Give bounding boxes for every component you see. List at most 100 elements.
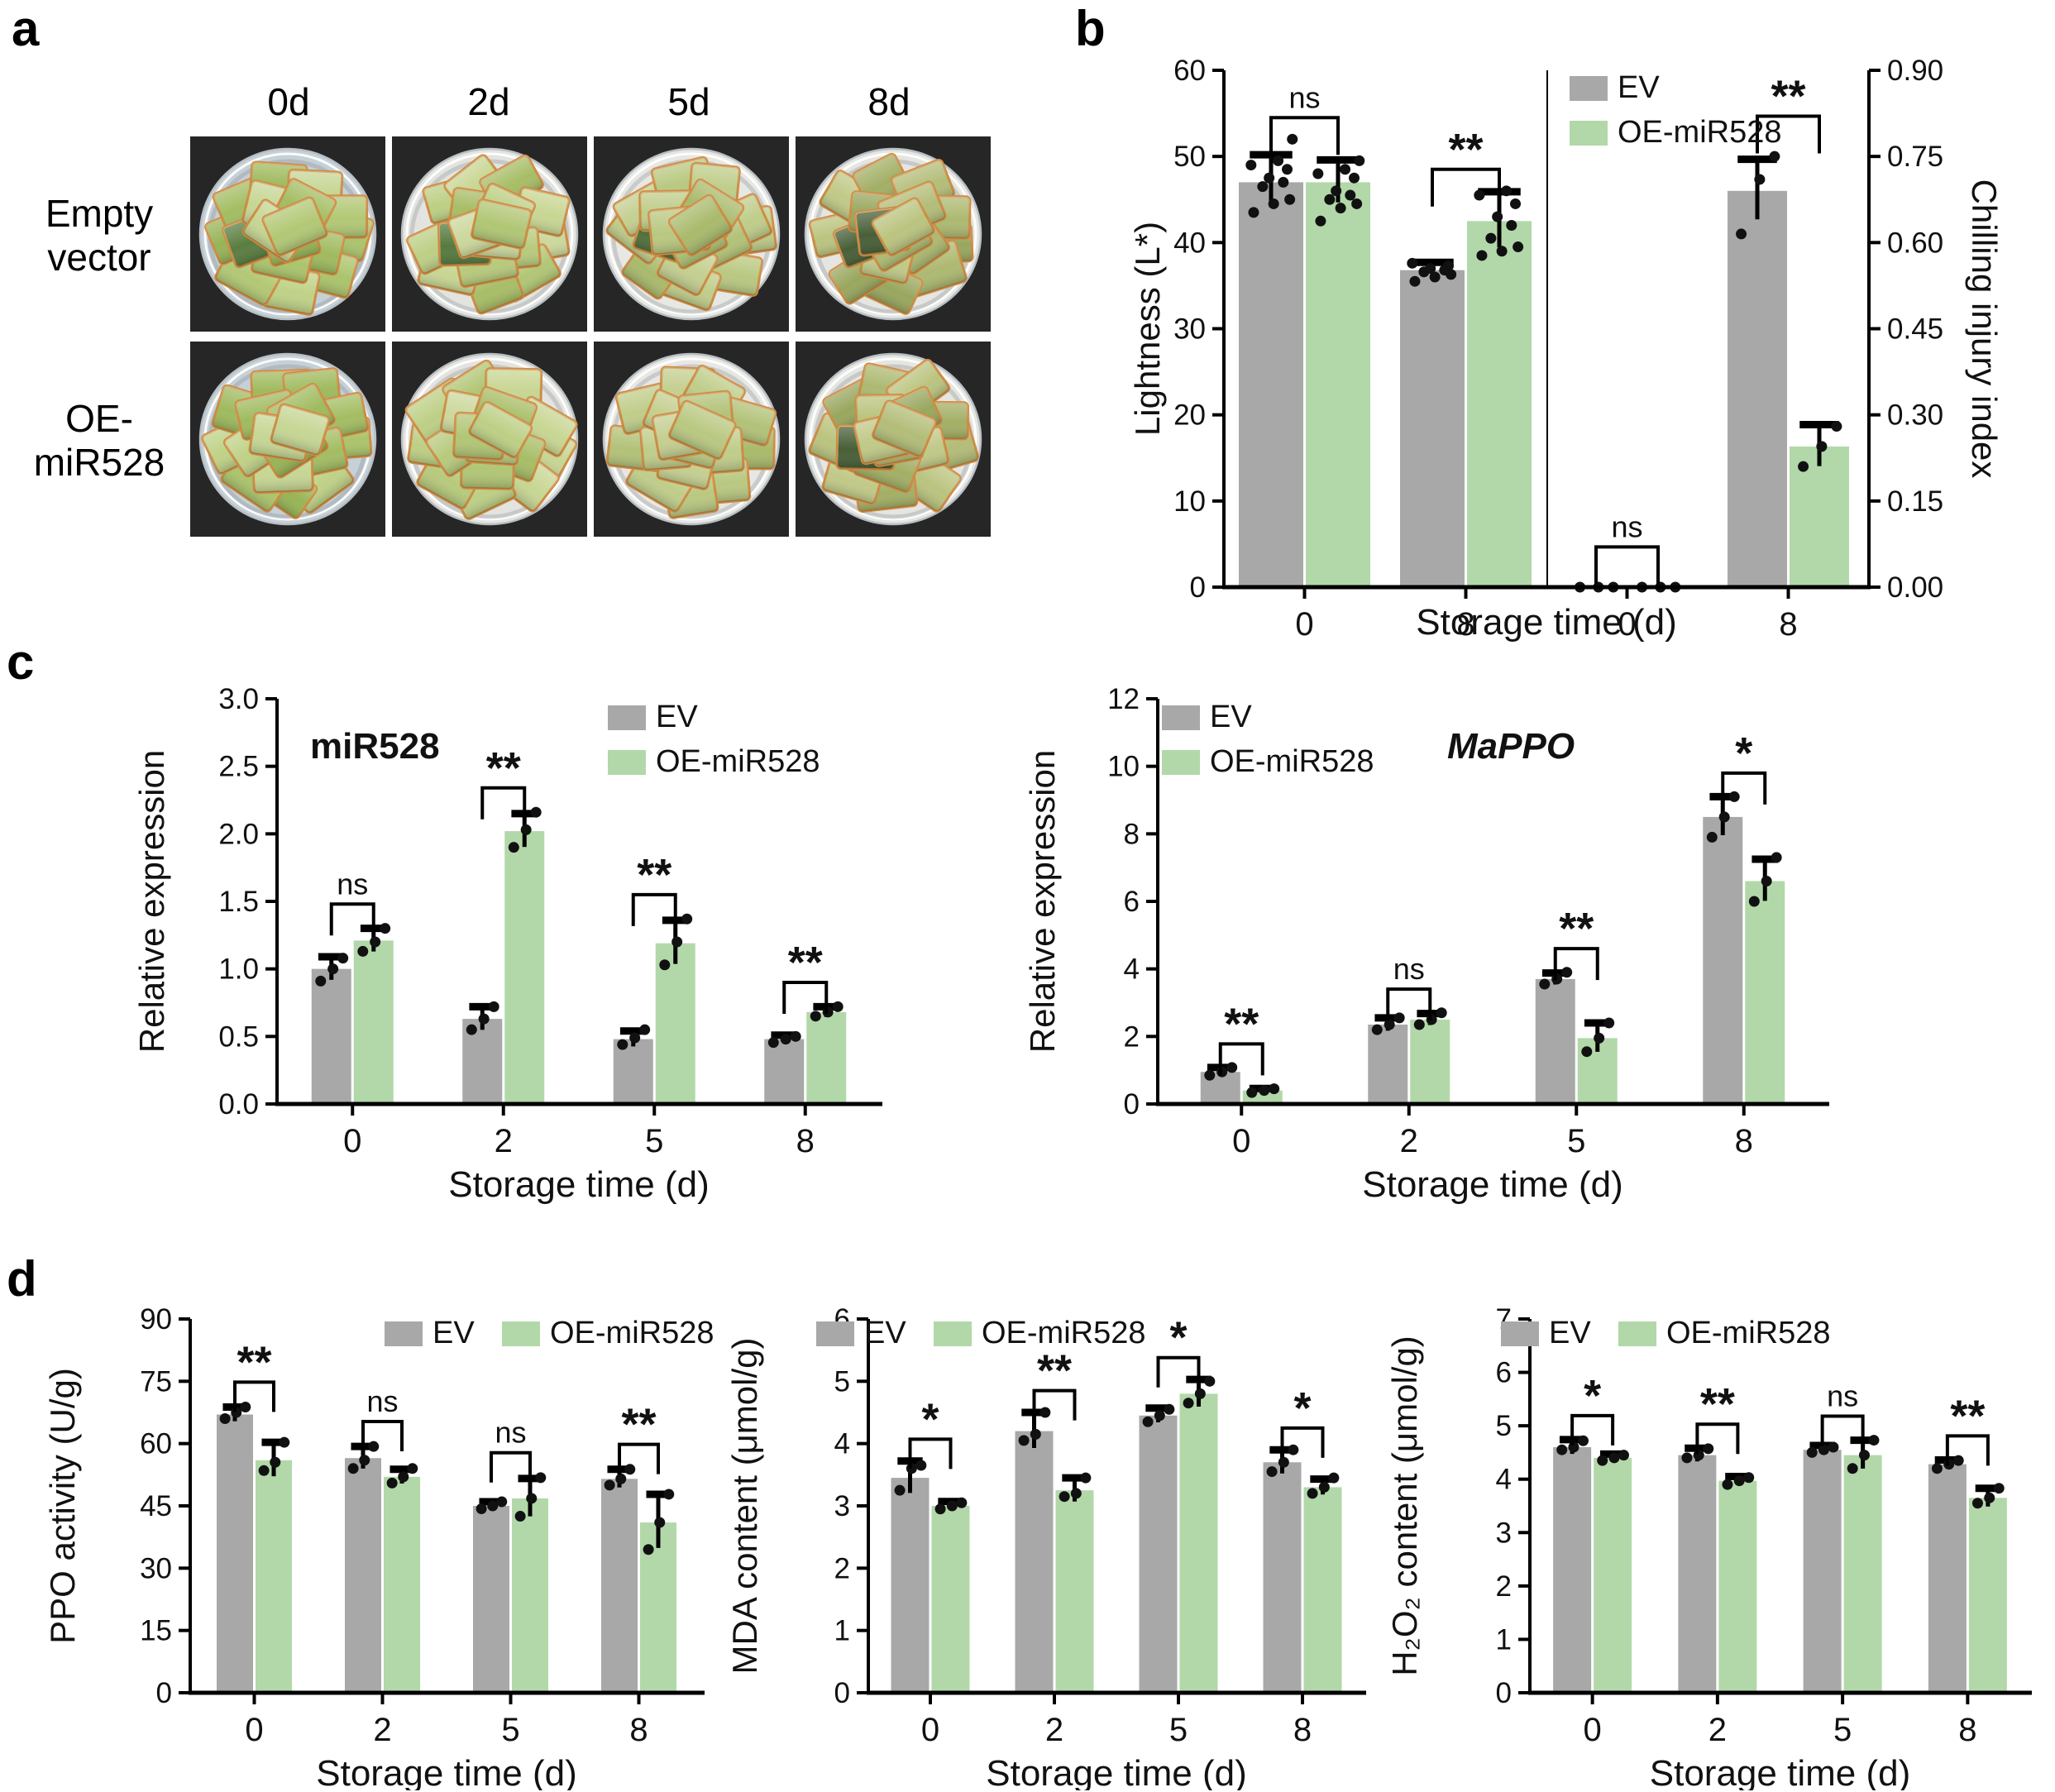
svg-text:OE-miR528: OE-miR528 [1666,1316,1831,1350]
legend-swatch-OE-miR528 [502,1321,540,1346]
svg-text:0: 0 [1124,1088,1140,1121]
data-point [1154,1410,1165,1422]
svg-text:0: 0 [1496,1677,1512,1709]
data-point [956,1497,968,1508]
data-point [1226,1062,1238,1073]
data-point [894,1484,906,1496]
svg-text:8: 8 [1779,606,1797,637]
data-point [1269,1083,1280,1095]
legend-swatch-OE-miR528 [1162,750,1200,775]
svg-text:3.0: 3.0 [218,683,259,715]
data-point [1771,852,1782,863]
svg-text:Storage time (d): Storage time (d) [1650,1753,1910,1790]
svg-text:**: ** [1448,125,1483,174]
significance-bracket [618,1442,660,1474]
chart-chilling-injury: ns ** 0.00 0.15 0.30 0.45 0.60 0.75 0.90 Chilling… [1545,33,2010,643]
data-point [1264,172,1275,184]
svg-text:8: 8 [1293,1712,1312,1748]
significance-bracket [1570,1413,1615,1446]
data-point [1722,1479,1733,1490]
svg-text:0: 0 [1190,571,1206,604]
significance-bracket [1218,1042,1264,1076]
chart-svg-c-miR528: ns ** ** ** 0.0 0.5 1.0 1.5 2.0 2.5 3.0 Relative ex… [132,683,882,1205]
svg-text:Storage time (d): Storage time (d) [448,1164,709,1205]
significance-bracket [1032,1388,1077,1421]
data-point [915,1460,927,1471]
legend-swatch-OE-miR528 [1618,1321,1656,1346]
panel-label-d: d [7,1251,37,1307]
svg-text:10: 10 [1107,751,1140,783]
data-point [1142,1416,1154,1427]
bar-EV-8 [1703,816,1743,1104]
data-point [1706,831,1718,843]
data-point [617,1039,628,1050]
legend-swatch-EV [816,1321,854,1346]
data-point [1506,220,1517,231]
data-point [1510,198,1521,209]
data-point [1594,1032,1605,1044]
bar-EV-0 [1553,1446,1592,1693]
data-point [767,1037,779,1049]
data-point [1315,215,1326,227]
data-point [1816,441,1828,452]
svg-text:*: * [1169,1313,1187,1363]
significance-bracket [480,786,527,820]
bar-OE-miR528-8 [1303,1487,1342,1693]
svg-text:**: ** [1559,904,1594,953]
data-point [1183,1398,1194,1409]
bar-EV-2 [1015,1431,1054,1693]
data-point [476,1503,487,1515]
bar-EV-8 [601,1479,638,1693]
chart-svg-d-PPO: ** ns ns ** 0 15 30 45 60 75 90 PPO activity (U/g) 0… [43,1303,714,1792]
legend-swatch-EV [1570,76,1608,101]
bar-OE-miR528-0 [1306,182,1370,587]
svg-text:4: 4 [1124,953,1140,986]
data-point [1597,1455,1608,1466]
data-point [327,963,339,975]
data-point [380,923,391,934]
data-point [1246,1087,1258,1098]
bar-OE-miR528-8 [1467,221,1532,587]
bar-OE-miR528-2 [1055,1490,1094,1693]
petri-photo-row0-2d [392,136,587,332]
chart-lightness: ns ** 0 10 20 30 40 50 60 Lightness (L*) 0 8 [1125,33,1548,643]
bar-OE-miR528-0 [353,940,394,1104]
svg-text:0: 0 [156,1677,172,1709]
bar-OE-miR528-2 [1410,1019,1450,1104]
data-point [1984,1492,1995,1503]
svg-text:1.5: 1.5 [218,886,259,918]
svg-text:Storage time (d): Storage time (d) [986,1753,1246,1790]
data-point [1761,876,1772,886]
bar-OE-miR528-0 [1594,1457,1632,1693]
petri-photo-row0-5d [594,136,789,332]
chart-ppo-activity: ** ns ns ** 0 15 30 45 60 75 90 PPO activity (U/g) 0… [37,1290,724,1792]
data-point [1718,811,1730,823]
data-point [1284,194,1296,205]
data-point [368,1441,380,1452]
data-point [1245,160,1257,171]
svg-text:MDA content (μmol/g): MDA content (μmol/g) [725,1338,764,1675]
svg-text:12: 12 [1107,683,1140,715]
data-point [1324,194,1336,205]
significance-bracket [1156,1355,1201,1388]
data-point [1971,1498,1983,1509]
data-point [1059,1491,1070,1503]
svg-text:ns: ns [1827,1379,1858,1413]
svg-text:60: 60 [140,1428,172,1460]
data-point [780,1034,791,1045]
svg-text:H₂O₂ content (μmol/g): H₂O₂ content (μmol/g) [1385,1336,1424,1676]
svg-text:30: 30 [140,1552,172,1584]
svg-text:0: 0 [245,1712,263,1748]
legend-swatch-EV [608,705,646,730]
chart-mda-content: * ** * * 0 1 2 3 4 5 6 MDA content (μmol/g) 0 2 5 8 Stor… [724,1290,1385,1792]
data-point [1268,198,1279,209]
data-point [1278,176,1289,188]
data-point [1501,185,1513,197]
svg-text:20: 20 [1173,399,1206,432]
data-point [1335,203,1346,214]
data-point [337,953,349,964]
svg-text:5: 5 [501,1712,519,1748]
svg-text:EV: EV [1210,700,1252,734]
data-point [1409,275,1421,287]
svg-text:EV: EV [656,700,698,734]
